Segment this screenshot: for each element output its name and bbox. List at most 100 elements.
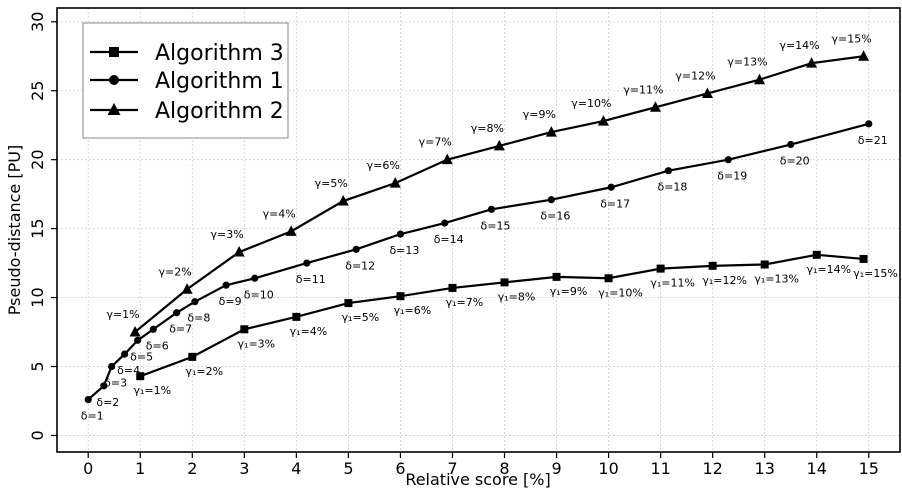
- data-point-algorithm-1: [191, 298, 199, 306]
- x-tick-label: 11: [650, 459, 670, 478]
- series-line-algorithm-1: [87, 122, 870, 401]
- data-label-algorithm-1: δ=14: [434, 233, 464, 246]
- legend-marker-triangle: [107, 103, 121, 115]
- data-point-algorithm-3: [188, 352, 197, 361]
- series-layer: [84, 50, 873, 404]
- data-point-algorithm-1: [84, 396, 92, 404]
- legend-label-algorithm-2: Algorithm 2: [155, 99, 284, 124]
- data-label-algorithm-2: γ=8%: [471, 122, 504, 135]
- data-label-algorithm-1: δ=20: [780, 155, 810, 168]
- legend: Algorithm 3 Algorithm 1 Algorithm 2: [82, 22, 289, 139]
- data-point-algorithm-1: [487, 205, 496, 213]
- data-label-algorithm-2: γ=7%: [419, 136, 452, 149]
- data-point-algorithm-3: [760, 260, 769, 269]
- data-point-algorithm-1: [108, 362, 116, 371]
- data-point-algorithm-3: [396, 292, 405, 301]
- data-point-algorithm-2: [493, 139, 505, 151]
- data-label-algorithm-1: δ=8: [187, 312, 210, 325]
- data-label-algorithm-3: γ₁=8%: [498, 290, 536, 303]
- data-label-algorithm-1: δ=2: [96, 396, 119, 409]
- data-point-algorithm-1: [396, 230, 405, 238]
- data-label-algorithm-3: γ₁=11%: [650, 277, 695, 290]
- data-label-algorithm-2: γ=4%: [263, 207, 296, 220]
- data-label-algorithm-2: γ=3%: [211, 228, 244, 241]
- data-label-algorithm-3: γ₁=9%: [550, 285, 588, 298]
- x-tick-label: 2: [187, 459, 197, 478]
- data-label-algorithm-2: γ=2%: [158, 265, 191, 278]
- data-label-algorithm-1: δ=4: [117, 364, 140, 377]
- data-point-algorithm-1: [724, 156, 732, 164]
- x-tick-label: 1: [135, 459, 145, 478]
- data-point-algorithm-2: [285, 225, 297, 236]
- plot-frame: [56, 7, 901, 453]
- data-point-algorithm-2: [597, 115, 609, 126]
- data-label-algorithm-2: γ=14%: [779, 39, 819, 52]
- data-label-algorithm-3: γ₁=3%: [238, 337, 276, 350]
- data-label-algorithm-1: δ=1: [81, 410, 104, 423]
- data-label-algorithm-1: δ=21: [858, 134, 888, 147]
- data-point-algorithm-2: [337, 195, 349, 206]
- data-label-algorithm-1: δ=19: [717, 170, 747, 183]
- data-label-algorithm-1: δ=3: [104, 377, 127, 390]
- data-point-algorithm-2: [649, 101, 661, 112]
- data-label-algorithm-1: δ=18: [657, 181, 687, 194]
- x-axis-title: Relative score [%]: [405, 470, 550, 489]
- x-tick-label: 5: [343, 459, 353, 478]
- data-point-algorithm-3: [552, 272, 561, 281]
- x-tick-label: 14: [807, 459, 827, 478]
- data-label-algorithm-2: γ=13%: [727, 56, 767, 69]
- data-label-algorithm-1: δ=16: [540, 210, 570, 223]
- data-point-algorithm-2: [233, 246, 245, 257]
- y-axis-title: Pseudo-distance [PU]: [5, 145, 24, 315]
- x-tick-label: 3: [239, 459, 249, 478]
- data-label-algorithm-2: γ=6%: [367, 159, 400, 172]
- data-label-algorithm-3: γ₁=12%: [702, 274, 747, 287]
- x-tick-label: 8: [499, 459, 509, 478]
- x-tick-label: 9: [551, 459, 561, 478]
- data-point-algorithm-2: [806, 57, 818, 68]
- legend-marker-circle: [109, 75, 119, 85]
- data-label-algorithm-2: γ=11%: [623, 83, 663, 96]
- data-label-algorithm-3: γ₁=13%: [754, 272, 799, 285]
- data-label-algorithm-1: δ=7: [169, 323, 192, 336]
- data-label-algorithm-1: δ=10: [244, 288, 274, 301]
- data-point-algorithm-1: [303, 259, 311, 267]
- y-tick-label: 0: [28, 430, 47, 440]
- data-label-algorithm-1: δ=5: [130, 350, 153, 363]
- data-point-algorithm-1: [441, 219, 449, 227]
- data-point-algorithm-2: [701, 87, 713, 98]
- data-point-algorithm-1: [149, 325, 157, 333]
- data-label-algorithm-3: γ₁=6%: [394, 304, 432, 317]
- y-tick-label: 10: [28, 287, 47, 307]
- data-point-algorithm-1: [134, 336, 142, 344]
- data-label-algorithm-1: δ=15: [481, 219, 511, 232]
- y-tick-label: 5: [28, 361, 47, 371]
- legend-label-algorithm-1: Algorithm 1: [155, 69, 284, 94]
- data-label-algorithm-1: δ=17: [600, 197, 630, 210]
- x-tick-label: 0: [83, 459, 93, 478]
- data-label-algorithm-3: γ₁=1%: [133, 384, 171, 397]
- data-point-algorithm-3: [292, 312, 301, 321]
- data-label-algorithm-3: γ₁=7%: [446, 296, 484, 309]
- data-label-algorithm-3: γ₁=5%: [342, 311, 380, 324]
- data-point-algorithm-2: [129, 326, 141, 337]
- data-point-algorithm-1: [100, 382, 108, 390]
- data-point-algorithm-3: [240, 325, 249, 334]
- data-label-algorithm-3: γ₁=10%: [598, 286, 643, 299]
- point-labels-layer: γ₁=1% γ₁=2% γ₁=3% γ₁=4% γ₁=5% γ₁=6% γ₁=7% γ₁=8%…: [81, 32, 898, 422]
- x-tick-label: 12: [702, 459, 722, 478]
- data-label-algorithm-1: δ=12: [345, 259, 375, 272]
- data-label-algorithm-3: γ₁=4%: [290, 325, 328, 338]
- data-label-algorithm-2: γ=15%: [831, 32, 871, 45]
- data-point-algorithm-1: [173, 309, 181, 317]
- data-label-algorithm-2: γ=10%: [571, 97, 611, 110]
- data-label-algorithm-1: δ=13: [389, 244, 419, 257]
- data-point-algorithm-2: [545, 126, 557, 137]
- data-point-algorithm-3: [448, 283, 457, 292]
- data-point-algorithm-1: [787, 140, 795, 149]
- data-point-algorithm-3: [812, 250, 821, 259]
- data-label-algorithm-2: γ=9%: [523, 108, 556, 121]
- data-label-algorithm-3: γ₁=2%: [185, 365, 223, 378]
